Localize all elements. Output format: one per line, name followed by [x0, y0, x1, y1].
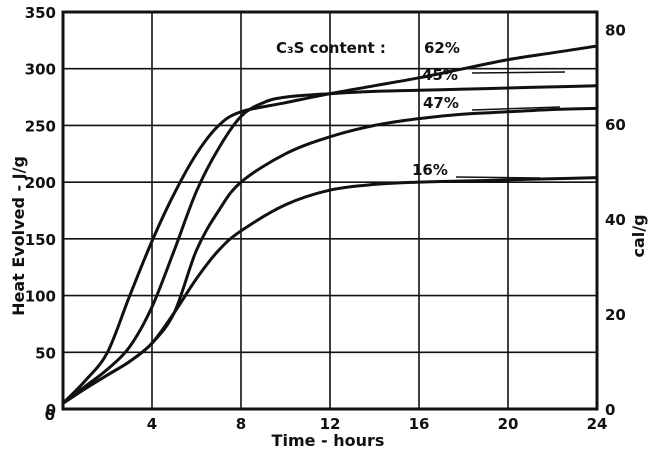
- series-lines: [61, 44, 599, 405]
- y-tick-label: 0: [46, 401, 56, 419]
- x-tick-label: 12: [320, 415, 341, 433]
- plot-frame: [61, 10, 599, 411]
- y-tick-label: 50: [35, 344, 56, 362]
- x-tick-label: 4: [147, 415, 157, 433]
- x-tick-label: 16: [409, 415, 430, 433]
- y2-tick-label: 80: [605, 21, 626, 39]
- y-tick-label: 350: [25, 4, 56, 22]
- series-label-47: 47%: [423, 94, 459, 112]
- y2-tick-label: 0: [605, 401, 615, 419]
- leader-45: [471, 71, 566, 74]
- annotation-header: C₃S content :: [276, 39, 386, 57]
- series-label-62: 62%: [424, 39, 460, 57]
- y-tick-label: 250: [25, 117, 56, 135]
- x-axis-label: Time - hours: [272, 431, 385, 450]
- y-axis-label: Heat Evolved - J/g: [9, 156, 28, 316]
- series-label-16: 16%: [412, 161, 448, 179]
- leader-16: [455, 176, 541, 179]
- x-tick-label: 20: [498, 415, 519, 433]
- y2-tick-label: 40: [605, 211, 626, 229]
- series-line-16: [61, 176, 599, 405]
- y-tick-label: 200: [25, 174, 56, 192]
- x-tick-label: 8: [236, 415, 246, 433]
- y-tick-label: 300: [25, 61, 56, 79]
- y-axis-ticks: 0 50 100 150 200 250 300 350: [25, 4, 56, 419]
- series-line-45: [61, 84, 599, 405]
- y-tick-label: 150: [25, 231, 56, 249]
- series-line-62: [61, 44, 599, 405]
- y2-axis-label: cal/g: [629, 214, 648, 257]
- x-origin-tick-label: 0: [45, 406, 55, 424]
- series-label-45: 45%: [422, 66, 458, 84]
- y2-axis-ticks: 0 20 40 60 80: [605, 21, 626, 419]
- x-axis-ticks: 4 8 12 16 20 24: [147, 415, 608, 433]
- leader-47: [471, 106, 561, 111]
- x-tick-label: 24: [587, 415, 608, 433]
- y2-tick-label: 60: [605, 116, 626, 134]
- y2-tick-label: 20: [605, 306, 626, 324]
- y-tick-label: 100: [25, 288, 56, 306]
- grid-lines: [63, 11, 598, 410]
